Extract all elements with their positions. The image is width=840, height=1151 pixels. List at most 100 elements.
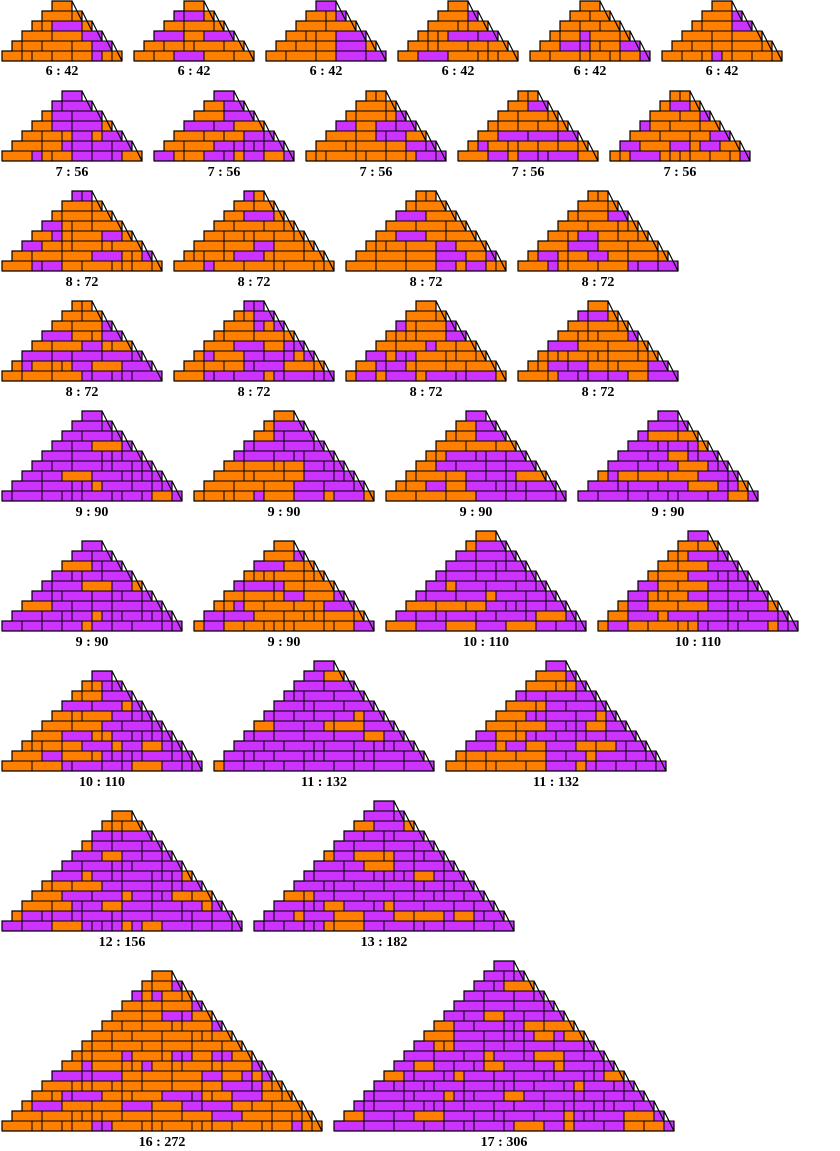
polyomino-tile [91, 370, 113, 382]
figure-caption: 11 : 132 [301, 775, 347, 790]
figure-caption: 9 : 90 [267, 505, 301, 520]
polyomino-tile [677, 620, 689, 632]
polyomino-tile [273, 570, 305, 582]
polyomino-tile [303, 760, 335, 772]
polyomino-tile [577, 230, 599, 242]
polyomino-tile [691, 20, 703, 32]
polyomino-tile [263, 920, 285, 932]
polyomino-tile [41, 580, 53, 592]
figure-caption: 9 : 90 [651, 505, 685, 520]
polyomino-tile [333, 910, 365, 922]
polyomino-tile [303, 590, 335, 602]
polyomino-tile [71, 150, 93, 162]
polyomino-tile [193, 40, 225, 52]
polyomino-tile [667, 470, 699, 482]
polyomino-tile [71, 1110, 83, 1122]
polyomino-tile [495, 570, 527, 582]
polyomino-tile [747, 580, 759, 592]
polyomino-tile [355, 140, 387, 152]
polyomino-tile [343, 830, 365, 842]
polyomino-tile [333, 470, 345, 482]
polyomino-tile [443, 1100, 465, 1112]
polyomino-tile [71, 480, 83, 492]
polyomino-tile [543, 1000, 555, 1012]
polyomino-tile [223, 620, 245, 632]
polyomino-tile [171, 1060, 183, 1072]
polyomino-tile [453, 1040, 485, 1052]
polyomino-tile [493, 980, 505, 992]
polyomino-tile [643, 1120, 665, 1132]
polyomino-tile [767, 620, 779, 632]
polyomino-tile [283, 370, 315, 382]
polyomino-tile [101, 730, 113, 742]
polyomino-tile [303, 610, 315, 622]
polyomino-tile [31, 230, 53, 242]
figure-caption: 12 : 156 [98, 935, 146, 950]
polyomino-tile [111, 610, 123, 622]
polyomino-tile [427, 30, 439, 42]
polyomino-tile [463, 990, 485, 1002]
polyomino-tile [273, 750, 305, 762]
polyomino-tile [51, 150, 73, 162]
polyomino-tile [465, 540, 477, 552]
polyomino-tile [637, 340, 649, 352]
polyomino-tile [425, 370, 457, 382]
pyramid-figure [1, 0, 123, 62]
polyomino-tile [415, 470, 447, 482]
polyomino-tile [151, 870, 163, 882]
polyomino-tile [453, 900, 475, 912]
polyomino-tile [345, 370, 357, 382]
polyomino-tile [283, 890, 305, 902]
polyomino-tile [375, 250, 407, 262]
polyomino-tile [263, 320, 275, 332]
polyomino-tile [121, 1100, 153, 1112]
polyomino-tile [313, 600, 325, 612]
polyomino-tile [193, 250, 205, 262]
pyramid-figure [173, 300, 335, 382]
polyomino-tile [639, 50, 651, 62]
figure-caption: 6 : 42 [45, 64, 79, 79]
polyomino-tile [475, 530, 497, 542]
polyomino-tile [233, 340, 265, 352]
polyomino-tile [283, 740, 315, 752]
polyomino-tile [597, 470, 609, 482]
polyomino-tile [637, 470, 669, 482]
polyomino-tile [393, 890, 415, 902]
pyramid-figure [445, 660, 667, 772]
polyomino-tile [727, 470, 739, 482]
polyomino-tile [335, 120, 357, 132]
polyomino-tile [385, 150, 407, 162]
polyomino-tile [101, 240, 113, 252]
polyomino-tile [613, 1080, 625, 1092]
polyomino-tile [413, 1070, 445, 1082]
polyomino-tile [253, 360, 285, 372]
polyomino-tile [353, 710, 365, 722]
polyomino-tile [91, 140, 113, 152]
polyomino-tile [293, 690, 305, 702]
polyomino-tile [505, 700, 537, 712]
polyomino-tile [707, 600, 729, 612]
polyomino-tile [171, 490, 183, 502]
polyomino-tile [437, 40, 469, 52]
polyomino-tile [565, 610, 577, 622]
polyomino-tile [649, 120, 671, 132]
pyramid-outline [1, 810, 243, 932]
polyomino-tile [183, 120, 215, 132]
polyomino-tile [667, 610, 699, 622]
polyomino-tile [667, 490, 679, 502]
polyomino-tile [435, 600, 467, 612]
polyomino-tile [171, 1070, 203, 1082]
polyomino-tile [293, 620, 325, 632]
polyomino-tile [495, 480, 507, 492]
polyomino-tile [619, 140, 641, 152]
polyomino-tile [81, 870, 93, 882]
polyomino-tile [191, 1050, 213, 1062]
polyomino-tile [513, 1080, 535, 1092]
polyomino-tile [595, 700, 607, 712]
polyomino-tile [51, 370, 83, 382]
polyomino-tile [61, 1060, 83, 1072]
polyomino-tile [291, 1120, 303, 1132]
polyomino-tile [373, 1080, 395, 1092]
polyomino-tile [141, 1000, 163, 1012]
polyomino-tile [1, 620, 23, 632]
